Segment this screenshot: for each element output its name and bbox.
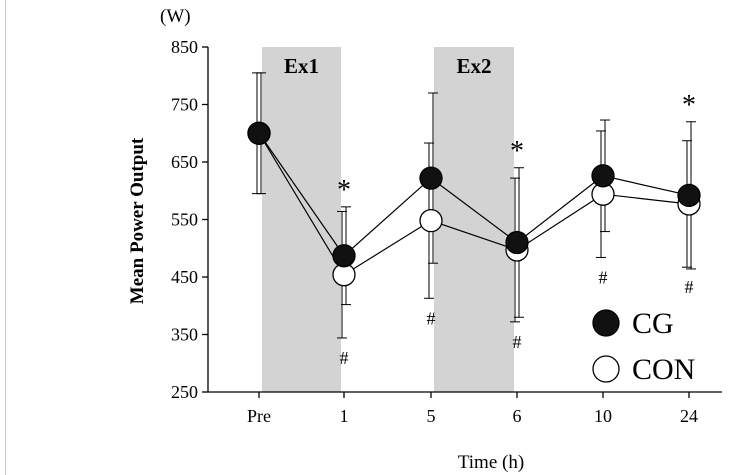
shaded-region-ex1 bbox=[262, 47, 341, 392]
y-tick-label: 450 bbox=[171, 267, 198, 287]
data-point-cg bbox=[505, 230, 529, 255]
x-tick-label: Pre bbox=[247, 406, 271, 426]
y-tick-label: 650 bbox=[171, 152, 198, 172]
y-tick-label: 250 bbox=[171, 382, 198, 402]
shaded-region-label: Ex1 bbox=[284, 54, 319, 78]
shaded-region-label: Ex2 bbox=[456, 54, 491, 78]
significance-hash: # bbox=[427, 308, 436, 328]
data-point-cg bbox=[419, 166, 443, 190]
data-point-cg bbox=[247, 121, 271, 145]
series-line-con bbox=[258, 132, 690, 276]
legend-marker-con bbox=[592, 355, 620, 383]
y-unit-label: (W) bbox=[160, 6, 191, 27]
data-point-con bbox=[419, 208, 443, 233]
y-tick-label: 550 bbox=[171, 210, 198, 230]
x-axis-title: Time (h) bbox=[458, 452, 524, 473]
series-line-cg bbox=[258, 132, 690, 257]
x-tick-label: 1 bbox=[340, 406, 349, 426]
x-tick-label: 6 bbox=[513, 406, 522, 426]
y-tick-label: 350 bbox=[171, 325, 198, 345]
x-tick-label: 10 bbox=[594, 406, 612, 426]
significance-star: * bbox=[682, 90, 696, 121]
frame-left-border bbox=[5, 0, 6, 475]
y-axis-title: Mean Power Output bbox=[127, 137, 148, 304]
y-tick-label: 850 bbox=[171, 37, 198, 57]
significance-hash: # bbox=[513, 332, 522, 352]
y-tick-label: 750 bbox=[171, 95, 198, 115]
legend-marker-cg bbox=[592, 309, 620, 337]
data-point-cg bbox=[591, 164, 615, 188]
x-tick-label: 24 bbox=[680, 406, 698, 426]
significance-hash: # bbox=[685, 277, 694, 297]
significance-star: * bbox=[337, 175, 351, 206]
data-point-cg bbox=[677, 183, 701, 208]
legend-label-cg: CG bbox=[632, 307, 674, 340]
significance-star: * bbox=[510, 136, 524, 167]
legend-label-con: CON bbox=[632, 353, 695, 386]
significance-hash: # bbox=[599, 267, 608, 287]
x-tick-label: 5 bbox=[427, 406, 436, 426]
data-point-cg bbox=[332, 244, 356, 268]
shaded-region-ex2 bbox=[434, 47, 514, 392]
significance-hash: # bbox=[340, 348, 349, 368]
